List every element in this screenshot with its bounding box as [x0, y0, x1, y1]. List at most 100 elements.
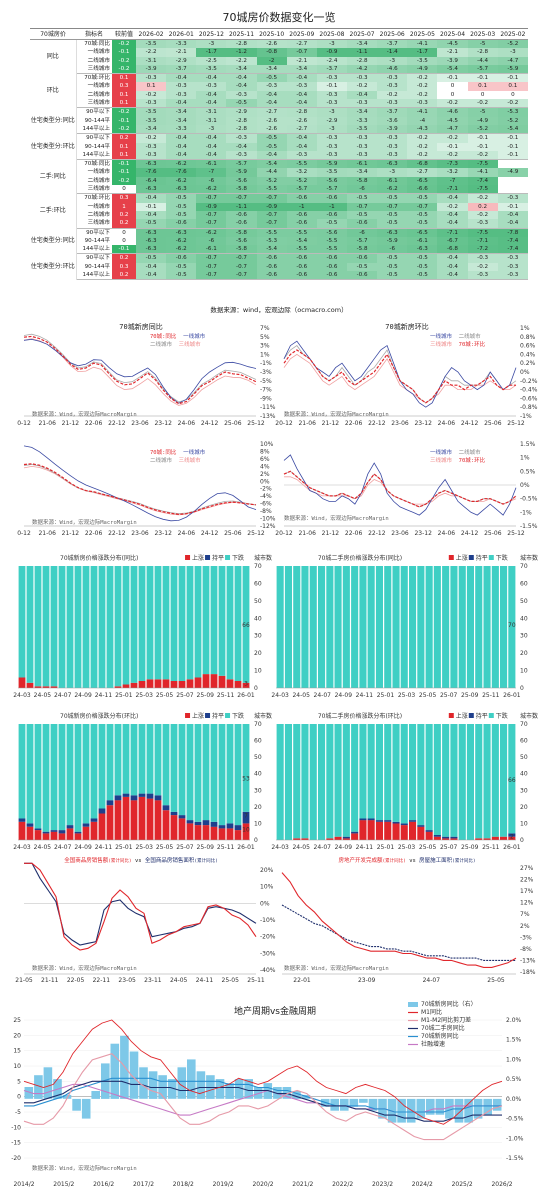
bar-segment	[122, 793, 130, 797]
table-value-cell: -0.9	[196, 202, 227, 211]
table-value-cell: -3.2	[437, 168, 468, 177]
table-value-cell: -1.1	[226, 202, 257, 211]
bar-segment	[170, 815, 178, 840]
table-value-cell: -6.3	[136, 228, 167, 237]
y-tick-label: 30	[520, 787, 528, 794]
y-tick-label: -13%	[520, 957, 536, 964]
table-indicator-cell: 三线城市	[76, 219, 113, 229]
table-value-cell: -5.5	[316, 236, 347, 246]
table-value-cell: -0.2	[467, 99, 498, 109]
table-value-cell: -3.2	[286, 168, 317, 177]
table-value-cell: -5.7	[286, 185, 317, 195]
chart-legend: 一线城市 二线城市 三线城市 70城:环比	[430, 332, 530, 348]
table-value-cell: -6.1	[196, 159, 227, 169]
table-header-row: 70城房价 指标名 较前值 2026-02 2026-01 2025-12 2025-11 2…	[30, 30, 528, 40]
bar-segment	[425, 566, 433, 688]
x-tick-label: 22-05	[67, 977, 85, 984]
x-tick-label: 24-12	[201, 420, 219, 427]
bar-segment	[458, 566, 466, 688]
table-row: 一线城市 -0.1 -2.2 -2.1 -1.7 -1.2 -0.8 -0.7 -0.9 -1.1…	[30, 48, 528, 57]
table-indicator-cell: 90平以下	[86, 255, 111, 262]
series-line	[283, 345, 517, 404]
table-value-cell: -7.5	[467, 185, 498, 195]
table-value-cell: -0.3	[467, 219, 498, 229]
y-tick-label: 1%	[260, 351, 270, 358]
bar-segment	[218, 675, 226, 688]
x-tick-label: 25-07	[176, 844, 194, 851]
chart-plot: 1.5% 1% 0.5% 0% -0.5% -1% -1.5% 20-12 21-06 21-12…	[275, 441, 537, 537]
y-tick-label: 50	[520, 598, 528, 605]
bar-segment	[293, 566, 301, 688]
x-tick-label: 25-11	[482, 844, 500, 851]
table-value-cell: -3.5	[407, 56, 438, 65]
table-value-cell: -0.3	[377, 82, 408, 91]
bar-segment	[359, 818, 367, 821]
table-row: 环比 70城:环比 0.1 -0.3 -0.4 -0.4 -0.4 -0.5 -0.4 -0.3-…	[30, 73, 528, 108]
table-value-cell: -0.1	[136, 202, 167, 211]
bar-segment	[326, 838, 334, 840]
x-tick-label: 24-05	[34, 844, 52, 851]
table-value-cell: -2.7	[256, 107, 287, 117]
bar-segment	[90, 818, 98, 822]
bar-segment	[218, 724, 226, 826]
table-value-cell: -6.2	[196, 228, 227, 237]
table-value-cell: -5.2	[467, 124, 498, 135]
x-tick-label: 24-05	[34, 692, 52, 699]
series-line	[23, 335, 257, 405]
bar-segment	[301, 724, 309, 839]
bar-segment	[442, 836, 450, 839]
table-value-cell: -0.7	[407, 202, 438, 211]
table-row: 二线城市 0.1 -0.2 -0.3 -0.4 -0.3 -0.4 -0.4 -0.3 -0.4-…	[30, 90, 528, 100]
table-value-cell: -3.7	[316, 64, 347, 75]
table-group-label: 住宅类型分:同比	[30, 107, 77, 134]
y-tick-label: 0.4%	[520, 351, 536, 358]
table-value-cell: -0.6	[286, 193, 317, 203]
x-tick-label: 24-07	[423, 977, 441, 984]
bar	[253, 1087, 263, 1099]
x-tick-label: 24-06	[178, 420, 196, 427]
bar-segment	[50, 830, 58, 832]
table-value-cell: -3.5	[316, 168, 347, 177]
y-tick-label: 5%	[260, 334, 270, 341]
chart-legend: 70城:同比 一线城市 二线城市 三线城市	[150, 332, 260, 348]
table-value-cell: -7.1	[437, 185, 468, 195]
table-value-cell: -4.6	[437, 107, 468, 117]
bar-segment	[475, 566, 483, 688]
table-header-cell: 2025-05	[407, 30, 438, 40]
table-value-cell: -0.3	[166, 82, 197, 91]
table-value-cell: -3.4	[347, 39, 378, 49]
bar-segment	[417, 826, 425, 840]
x-tick-label: 21-06	[38, 420, 56, 427]
bar-segment	[442, 838, 450, 840]
table-value-cell: -2.9	[316, 116, 347, 125]
x-tick-label: 24-07	[314, 844, 332, 851]
bar-segment	[146, 679, 154, 688]
bar-segment	[42, 833, 50, 840]
y-tick-label: 20	[520, 650, 528, 657]
bar-segment	[82, 823, 90, 827]
bar-segment	[162, 805, 170, 811]
table-value-cell: -0.2	[437, 133, 468, 143]
table-value-cell: -0.4	[166, 99, 197, 109]
table-row: 144平以上 -0.1 -6.3 -6.2 -6.1 -5.8 -5.4 -5.5 -5.5 -5…	[30, 245, 528, 255]
table-delta-cell: 0.3	[112, 193, 137, 203]
bar-segment	[433, 835, 441, 837]
title-sales-area-note: (累计同比)	[194, 859, 218, 864]
y-tick-label: 0%	[260, 900, 270, 907]
table-value-cell: -0.6	[316, 193, 347, 203]
table-delta-cell: -0.1	[112, 168, 137, 177]
y-tick-label: -4%	[260, 493, 272, 500]
table-value-cell: -3.3	[166, 124, 197, 135]
table-value-cell: -5.2	[497, 39, 528, 49]
table-value-cell: -6.1	[196, 245, 227, 255]
legend-tier2: 二线城市	[150, 458, 173, 464]
table-value-cell: -7.4	[497, 245, 528, 255]
table-value-cell: -0.6	[286, 210, 317, 220]
table-value-cell: -0.7	[286, 48, 317, 57]
series-line	[23, 338, 257, 404]
table-value-cell: -5.4	[437, 64, 468, 75]
bar	[62, 1094, 72, 1099]
data-label: 10	[242, 827, 250, 834]
table-value-cell: -0.2	[407, 73, 438, 83]
table-value-cell: -0.4	[166, 133, 197, 143]
